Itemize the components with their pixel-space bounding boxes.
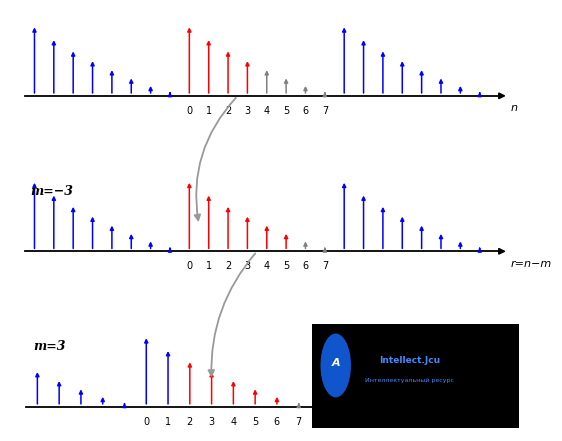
Text: A: A (332, 358, 340, 368)
Text: 2: 2 (225, 105, 231, 116)
Text: 4: 4 (264, 261, 270, 271)
Text: 6: 6 (274, 416, 280, 426)
Text: 7: 7 (296, 416, 302, 426)
Text: 3: 3 (209, 416, 215, 426)
Text: 5: 5 (283, 261, 289, 271)
Bar (312, 324, 519, 428)
Text: Интеллектуальный ресурс: Интеллектуальный ресурс (365, 378, 454, 383)
Text: 0: 0 (143, 416, 149, 426)
Text: r=n−m: r=n−m (511, 259, 552, 269)
Text: n: n (511, 103, 518, 113)
Text: 2: 2 (225, 261, 231, 271)
Text: 2: 2 (187, 416, 193, 426)
Text: 6: 6 (302, 261, 309, 271)
Text: m=3: m=3 (33, 340, 66, 353)
Text: 7: 7 (321, 105, 328, 116)
Text: m=−3: m=−3 (30, 185, 74, 198)
Text: 3: 3 (244, 105, 251, 116)
Text: 1: 1 (165, 416, 171, 426)
Text: 7: 7 (321, 261, 328, 271)
Text: 5: 5 (252, 416, 259, 426)
Text: 0: 0 (186, 261, 192, 271)
Text: 5: 5 (283, 105, 289, 116)
Text: 4: 4 (264, 105, 270, 116)
Text: 1: 1 (206, 105, 212, 116)
Text: Intellect.Jcu: Intellect.Jcu (379, 356, 441, 365)
Text: 3: 3 (244, 261, 251, 271)
Text: 6: 6 (302, 105, 309, 116)
Text: 0: 0 (186, 105, 192, 116)
Ellipse shape (320, 333, 351, 397)
Text: 1: 1 (206, 261, 212, 271)
Text: 4: 4 (230, 416, 237, 426)
